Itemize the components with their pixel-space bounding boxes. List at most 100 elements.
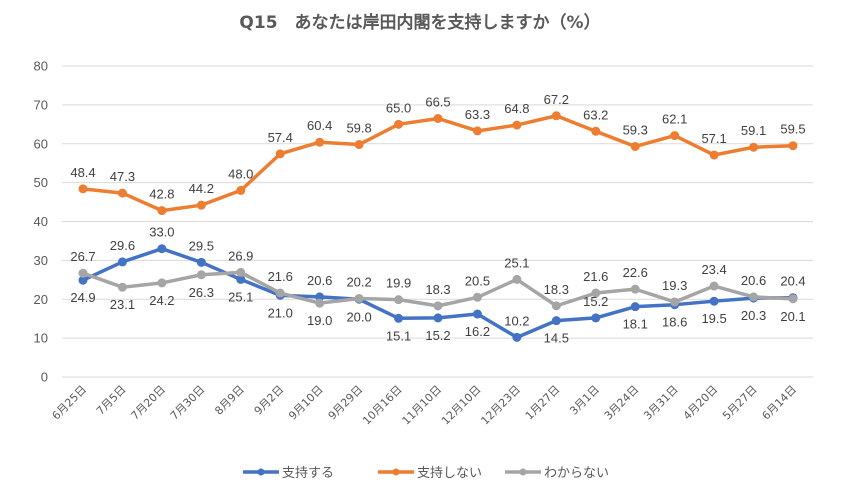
data-point [472,126,482,136]
x-tick-label: 6月25日 [50,383,90,423]
legend-item: 支持しない [378,466,482,481]
data-label: 33.0 [149,225,174,240]
data-point [196,200,206,210]
data-label: 29.5 [189,238,214,253]
data-point [512,120,522,130]
y-tick-label: 80 [34,59,48,74]
data-point [670,131,680,141]
data-point [394,313,404,323]
series [78,111,798,342]
data-point [157,244,167,254]
data-point [394,295,404,305]
data-label: 10.2 [504,313,529,328]
legend: 支持する 支持しない わからない [243,466,609,481]
x-axis-ticks: 6月25日 7月5日 7月20日 7月30日 8月9日 9月2日 9月10日 9月29日10月… [50,383,800,428]
data-point [749,142,759,152]
data-point [591,288,601,298]
y-tick-label: 50 [34,175,48,190]
data-label: 15.2 [425,328,450,343]
data-point [551,301,561,311]
data-label: 64.8 [504,101,529,116]
data-label: 57.4 [268,130,293,145]
y-tick-label: 70 [34,97,48,112]
data-point [591,126,601,136]
data-label: 18.6 [662,315,687,330]
data-label: 23.4 [701,262,726,277]
data-label: 26.7 [70,249,95,264]
data-point [512,274,522,284]
data-label: 44.2 [189,181,214,196]
data-point [275,288,285,298]
chart-title: Q15 あなたは岸田内閣を支持しますか（%） [239,12,600,33]
x-tick-label: 11月10日 [400,383,445,428]
data-label: 20.6 [307,273,332,288]
data-label: 18.3 [425,282,450,297]
data-point [709,296,719,306]
data-label: 26.9 [228,248,253,263]
data-label: 60.4 [307,118,332,133]
data-point [196,270,206,280]
data-labels: 24.9 29.6 33.0 29.5 25.1 21.0 20.6 20.0 15.1 15.2… [70,92,805,346]
data-label: 20.2 [346,274,371,289]
data-label: 24.9 [70,290,95,305]
data-point [788,141,798,151]
data-point [472,309,482,319]
data-point [591,313,601,323]
y-tick-label: 20 [34,292,48,307]
data-point [433,113,443,123]
y-tick-label: 10 [34,331,48,346]
data-label: 19.9 [386,276,411,291]
x-tick-label: 7月5日 [94,383,129,418]
data-point [315,137,325,147]
x-tick-label: 12月10日 [439,383,484,428]
series-line [82,114,794,213]
x-tick-label: 9月29日 [326,383,366,423]
x-tick-label: 7月20日 [128,383,168,423]
data-label: 16.2 [465,324,490,339]
data-label: 20.3 [741,308,766,323]
data-label: 48.0 [228,166,253,181]
legend-label: 支持しない [417,466,482,481]
data-label: 26.3 [189,285,214,300]
data-point [709,150,719,160]
data-label: 19.5 [701,311,726,326]
data-point [709,281,719,291]
x-tick-label: 3月1日 [567,383,602,418]
data-point [512,332,522,342]
data-label: 23.1 [110,297,135,312]
data-label: 59.8 [346,121,371,136]
x-tick-label: 1月27日 [523,383,563,423]
data-point [275,149,285,159]
data-label: 20.0 [346,309,371,324]
data-label: 20.5 [465,273,490,288]
gridlines [62,65,813,378]
data-label: 42.8 [149,187,174,202]
legend-label: わからない [544,466,609,481]
x-tick-label: 8月9日 [212,383,247,418]
data-label: 59.5 [780,122,805,137]
data-point [749,292,759,302]
data-label: 18.3 [544,282,569,297]
data-point [117,257,127,267]
data-point [433,301,443,311]
legend-marker [392,468,400,476]
data-label: 47.3 [110,169,135,184]
data-label: 59.1 [741,123,766,138]
data-label: 25.1 [228,289,253,304]
y-tick-label: 40 [34,214,48,229]
data-point [315,292,325,302]
data-label: 25.1 [504,255,529,270]
x-tick-label: 12月23日 [478,383,523,428]
legend-item: わからない [505,466,609,481]
data-label: 63.3 [465,107,490,122]
data-label: 20.1 [780,309,805,324]
series-2 [78,267,798,311]
data-point [670,297,680,307]
y-tick-label: 0 [41,370,48,385]
legend-label: 支持する [282,466,334,481]
x-tick-label: 7月30日 [168,383,208,423]
series-1 [78,111,798,216]
data-label: 20.4 [780,274,805,289]
data-point [157,278,167,288]
data-point [78,184,88,194]
